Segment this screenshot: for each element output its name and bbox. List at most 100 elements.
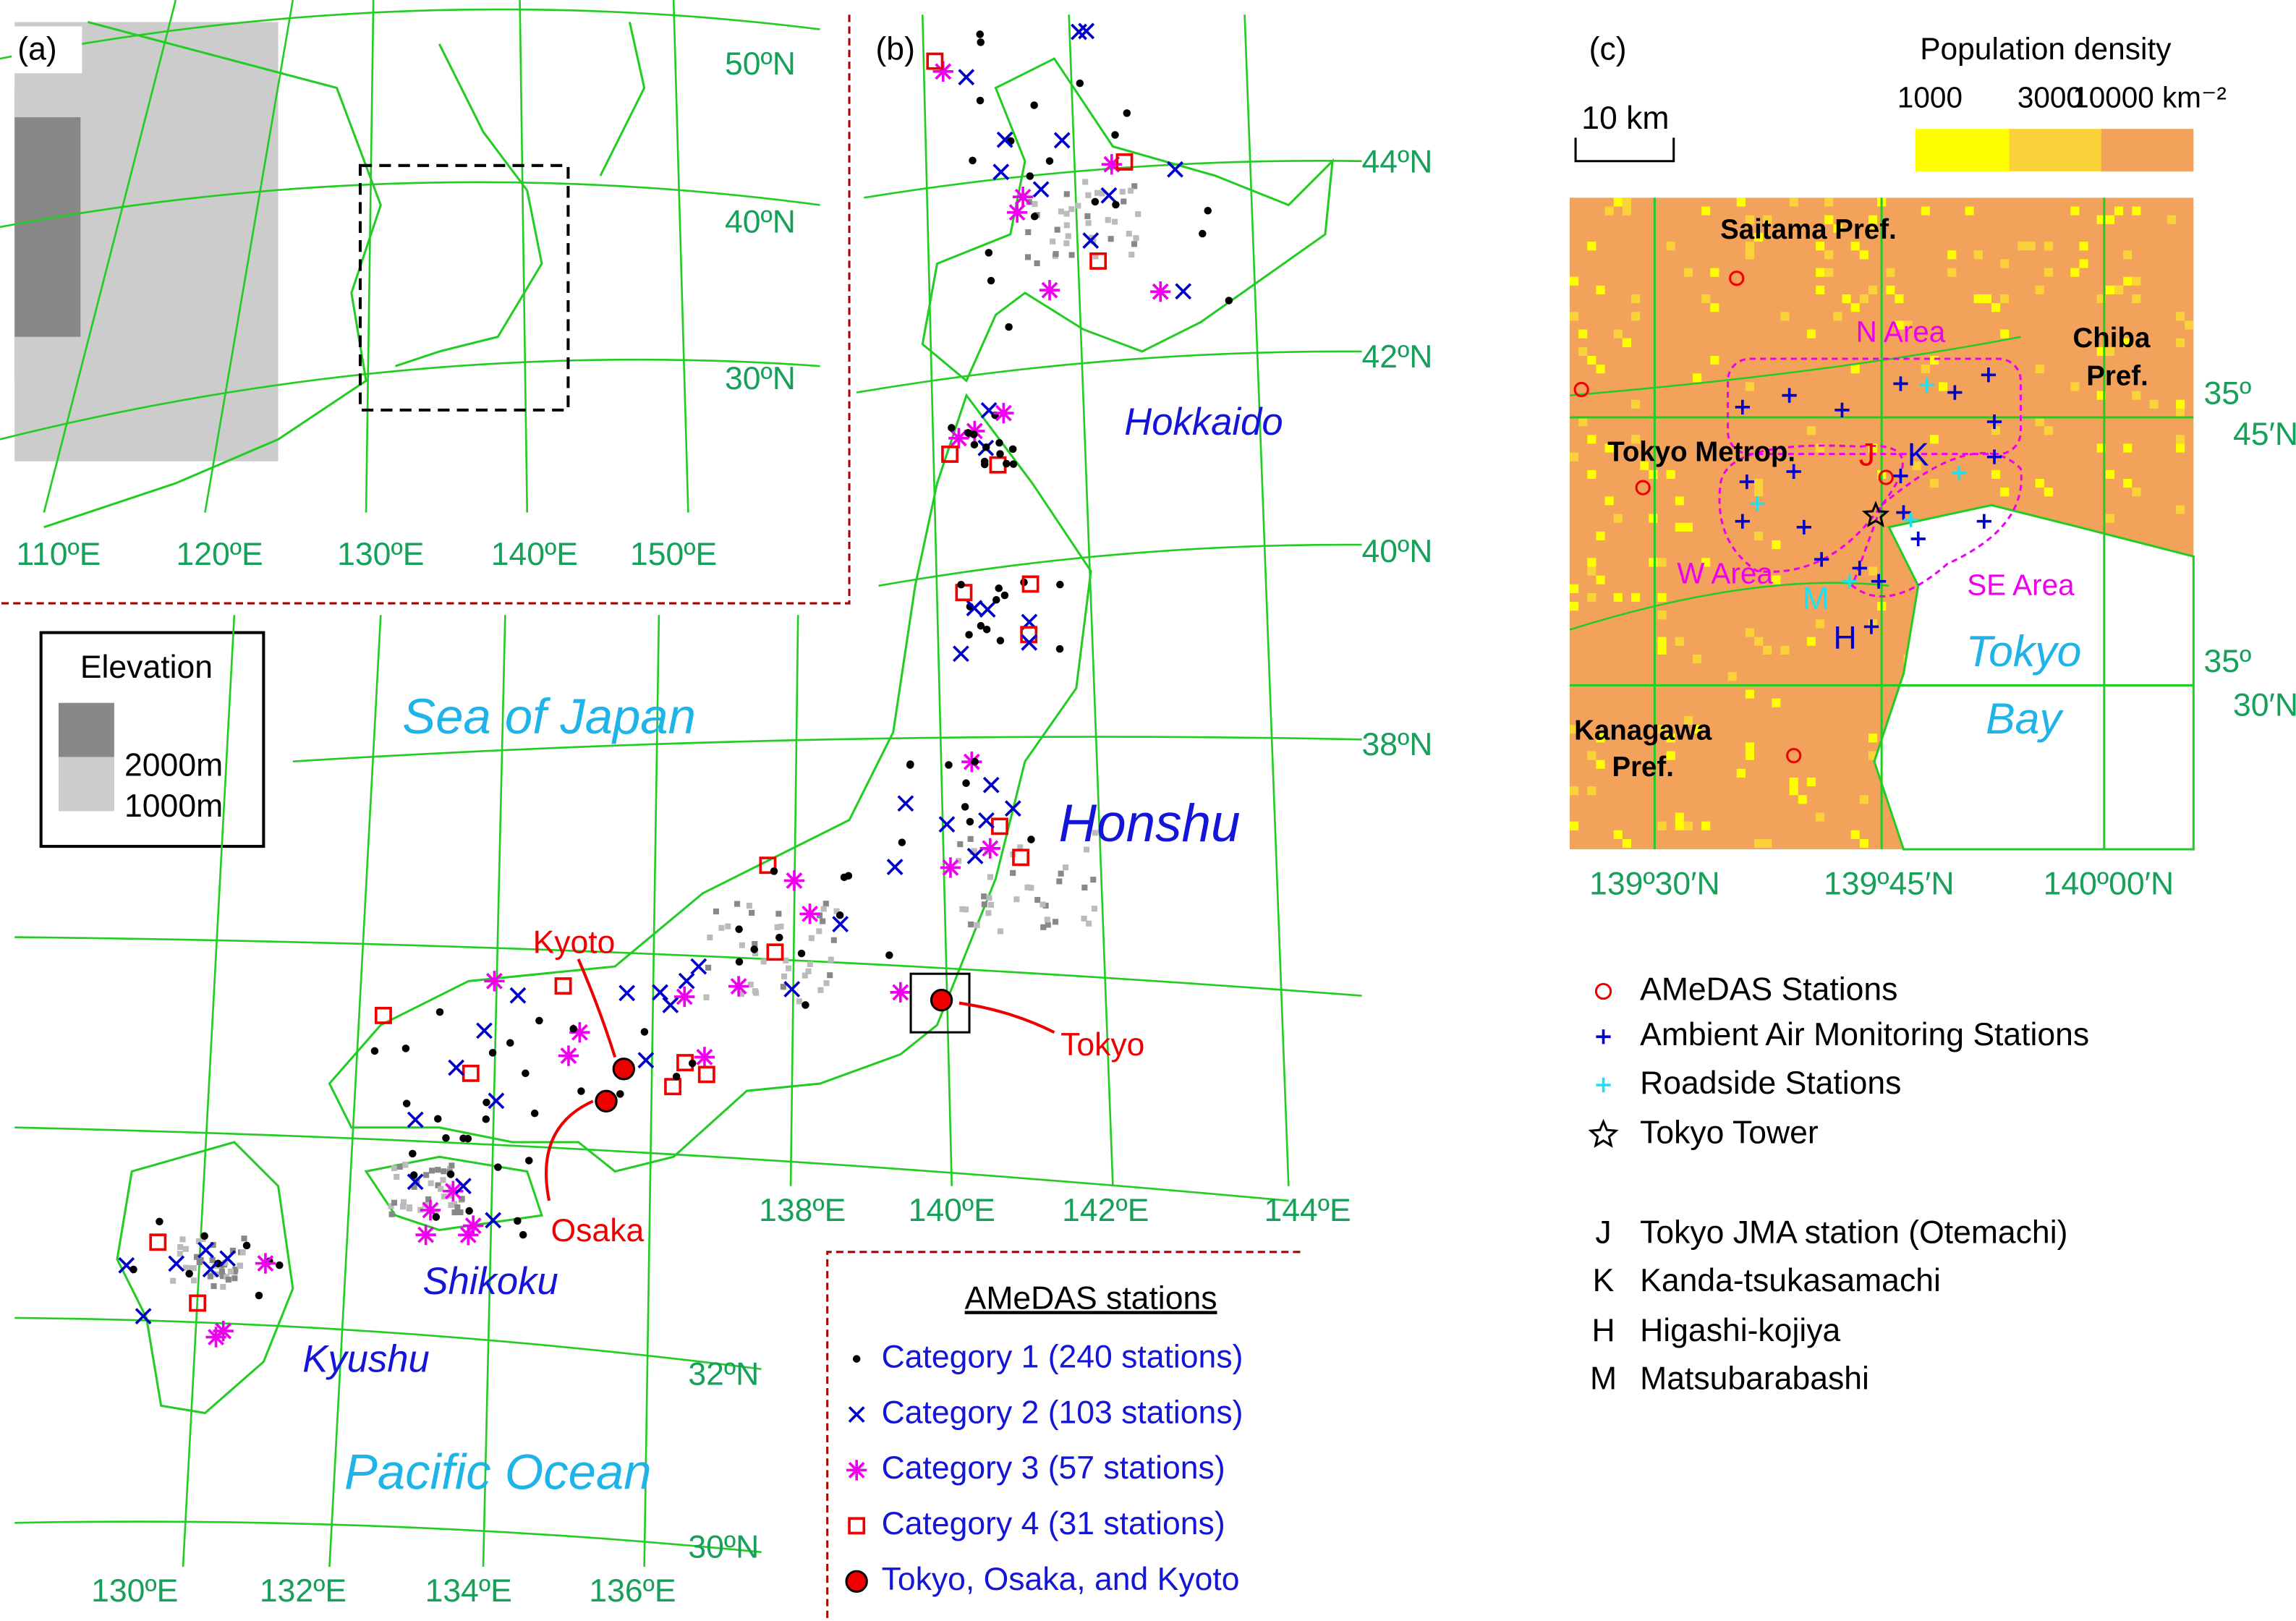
- density-cell: [1596, 733, 1605, 743]
- terrain: [220, 1284, 226, 1290]
- station-cat3: [205, 1327, 226, 1348]
- density-cell: [2167, 215, 2177, 224]
- density-cell: [2079, 259, 2088, 268]
- station-cat1: [995, 584, 1003, 592]
- terrain: [802, 972, 808, 979]
- station-cat1: [1027, 835, 1035, 843]
- amedas: [1786, 747, 1802, 764]
- density-cell: [2149, 399, 2159, 409]
- density-cell: [2035, 479, 2044, 488]
- scale-bar: [1574, 137, 1675, 163]
- terrain: [197, 1256, 204, 1264]
- legend-label: Tokyo Tower: [1640, 1115, 1819, 1151]
- station-cat1: [985, 249, 993, 257]
- density-cell: [1754, 531, 1764, 541]
- terrain: [190, 1277, 197, 1284]
- density-cell: [1613, 329, 1623, 339]
- station-cat2: [1175, 283, 1192, 300]
- terrain: [1063, 240, 1070, 247]
- station-cat1: [402, 1099, 411, 1107]
- terrain: [816, 912, 823, 919]
- terrain: [1111, 218, 1118, 225]
- station-plus: [1981, 367, 1997, 383]
- station-cat2: [982, 776, 1000, 794]
- density-cell: [2035, 417, 2044, 427]
- density-cell: [1868, 733, 1878, 743]
- station-cat1: [970, 441, 979, 449]
- city-label: Tokyo: [1060, 1027, 1144, 1063]
- lon-label: 132ºE: [260, 1573, 346, 1609]
- legend-label: Category 2 (103 stations): [882, 1395, 1243, 1430]
- density-cell: [2070, 382, 2080, 391]
- station-cat2: [783, 981, 801, 997]
- terrain: [739, 942, 745, 948]
- graticule: [878, 543, 1362, 587]
- station-plus: [1786, 464, 1801, 480]
- terrain: [833, 908, 840, 914]
- station-cat1: [156, 1217, 163, 1226]
- station-plus: [1893, 376, 1908, 391]
- density-cell: [1693, 373, 1702, 383]
- station-cat1: [688, 1059, 697, 1068]
- density-cell: [1745, 215, 1755, 224]
- density-cell: [1772, 698, 1781, 707]
- station-cat2: [448, 1059, 465, 1076]
- graticule: [365, 0, 375, 513]
- density-cell: [2176, 408, 2185, 417]
- terrain: [391, 1165, 398, 1172]
- density-cell: [1780, 645, 1790, 655]
- terrain: [1052, 919, 1059, 925]
- terrain: [1025, 229, 1032, 236]
- station-cat2: [637, 1052, 655, 1069]
- density-cell: [2176, 435, 2185, 444]
- density-cell: [2132, 206, 2141, 216]
- station-cat1: [530, 1109, 539, 1118]
- terrain: [783, 957, 789, 963]
- density-cell: [1859, 294, 1868, 304]
- station-cat2: [662, 997, 679, 1013]
- legend-label: 1000m: [124, 788, 223, 824]
- density-cell: [1666, 733, 1675, 743]
- density-cell: [1649, 558, 1658, 567]
- terrain: [438, 1186, 444, 1192]
- density-cell: [1666, 469, 1675, 480]
- terrain: [1105, 217, 1111, 224]
- density-cell: [2017, 242, 2027, 251]
- terrain: [997, 928, 1003, 935]
- station-cat2: [1078, 22, 1095, 40]
- terrain: [967, 835, 974, 842]
- terrain: [193, 1254, 200, 1260]
- station-cat4: [462, 1064, 480, 1082]
- density-cell: [1587, 566, 1596, 576]
- terrain: [411, 1183, 417, 1190]
- density-cell: [1991, 303, 2001, 312]
- coast: [364, 1155, 543, 1231]
- graticule: [519, 0, 529, 513]
- station-cat3: [783, 870, 805, 891]
- station-plus: [1782, 388, 1797, 403]
- density-cell: [1868, 566, 1878, 576]
- station-plus: [1919, 378, 1935, 393]
- terrain: [1082, 179, 1089, 185]
- graticule: [856, 350, 1362, 393]
- amedas: [1729, 271, 1745, 286]
- legend-code: M: [1590, 1361, 1617, 1397]
- lon-label: 134ºE: [425, 1573, 512, 1609]
- tokyo-tower: [1861, 501, 1890, 528]
- lon-label: 120ºE: [177, 537, 263, 572]
- density-cell: [1569, 584, 1579, 593]
- station-cat3: [420, 1199, 441, 1221]
- station-cat1: [506, 1039, 514, 1047]
- station-cat1: [969, 430, 978, 438]
- station-cat4: [1115, 153, 1134, 171]
- graticule: [482, 615, 506, 1567]
- station-plus: [1735, 399, 1750, 414]
- station-cat4: [848, 1517, 866, 1535]
- density-cell: [1745, 382, 1755, 391]
- terrain: [703, 994, 710, 1000]
- terrain: [435, 1182, 441, 1188]
- terrain: [968, 922, 974, 928]
- density-cell: [2123, 443, 2133, 453]
- area-outline: [1718, 444, 2023, 597]
- lon-label: 136ºE: [589, 1573, 676, 1609]
